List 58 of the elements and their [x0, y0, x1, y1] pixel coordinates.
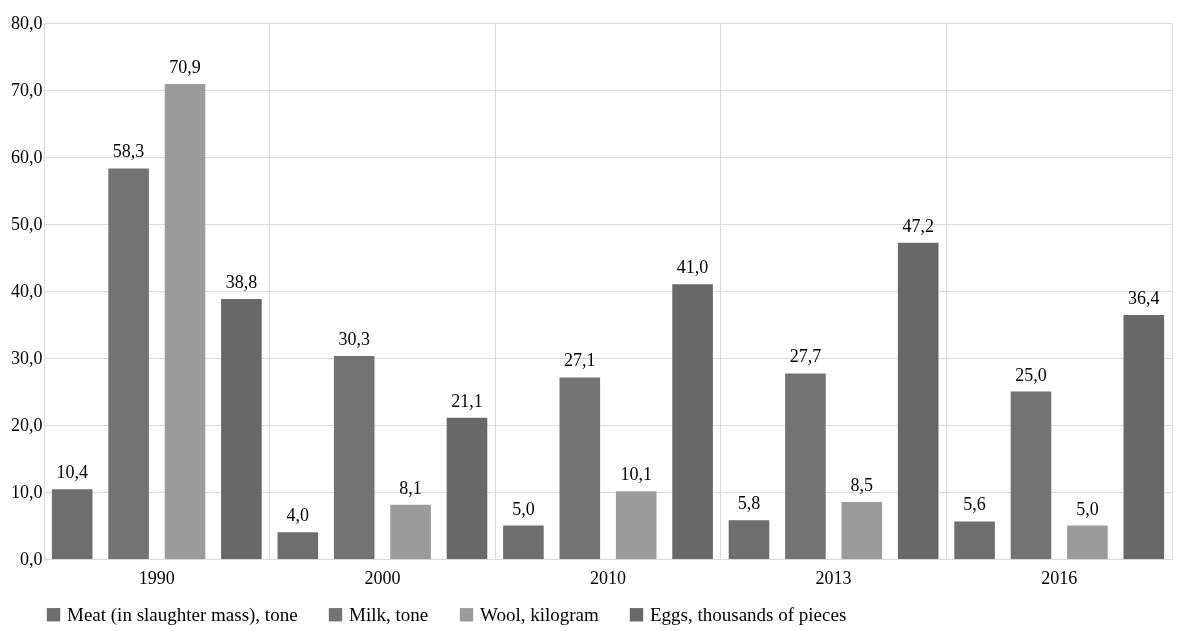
data-label: 47,2	[902, 215, 934, 236]
data-label: 30,3	[338, 328, 370, 349]
bar	[897, 242, 939, 559]
legend-label: Eggs, thousands of pieces	[650, 603, 847, 625]
bar	[841, 502, 883, 559]
y-tick-label: 30,0	[11, 347, 43, 368]
bar	[164, 83, 206, 559]
bar	[503, 525, 544, 559]
bar	[1123, 315, 1165, 559]
bar	[785, 373, 826, 559]
data-label: 27,1	[564, 350, 596, 371]
data-label: 21,1	[451, 390, 483, 411]
data-label: 8,1	[399, 477, 422, 498]
bar	[1067, 525, 1108, 559]
bar	[1010, 391, 1052, 559]
data-label: 10,4	[56, 462, 88, 483]
bar	[672, 284, 713, 559]
x-tick-label: 2013	[815, 567, 852, 588]
bar	[559, 377, 601, 559]
x-tick-label: 2000	[364, 567, 401, 588]
data-label: 41,0	[676, 257, 709, 278]
x-tick-label: 2016	[1041, 567, 1078, 588]
bar	[954, 521, 995, 559]
data-label: 5,0	[512, 498, 535, 519]
data-label: 36,4	[1128, 288, 1160, 309]
y-tick-label: 70,0	[11, 79, 43, 100]
bar	[615, 491, 657, 559]
data-label: 38,8	[225, 272, 258, 293]
legend-label: Wool, kilogram	[480, 603, 600, 625]
data-label: 25,0	[1015, 364, 1047, 385]
data-label: 27,7	[789, 346, 822, 367]
data-label: 5,0	[1076, 498, 1099, 519]
y-tick-label: 40,0	[11, 280, 43, 301]
bar	[446, 417, 488, 559]
legend-label: Meat (in slaughter mass), tone	[67, 603, 298, 626]
y-tick-label: 0,0	[20, 548, 43, 569]
data-label: 5,6	[963, 494, 986, 515]
data-label: 5,8	[737, 493, 761, 514]
legend-label: Milk, tone	[349, 603, 429, 625]
bar	[221, 299, 262, 559]
x-tick-label: 1990	[138, 567, 175, 588]
data-label: 58,3	[112, 141, 145, 162]
bar	[277, 532, 319, 559]
bar	[51, 489, 93, 559]
bar	[728, 520, 770, 559]
y-tick-label: 10,0	[11, 481, 43, 502]
bar	[108, 168, 149, 559]
data-label: 70,9	[169, 56, 201, 77]
x-tick-label: 2010	[590, 567, 626, 588]
y-tick-label: 50,0	[11, 213, 43, 234]
y-tick-label: 80,0	[11, 12, 43, 33]
y-tick-label: 60,0	[11, 146, 43, 167]
bar	[333, 355, 375, 559]
data-label: 4,0	[286, 505, 310, 526]
bar	[390, 504, 431, 559]
data-label: 10,1	[620, 464, 652, 485]
y-tick-label: 20,0	[11, 414, 43, 435]
data-label: 8,5	[850, 475, 874, 496]
